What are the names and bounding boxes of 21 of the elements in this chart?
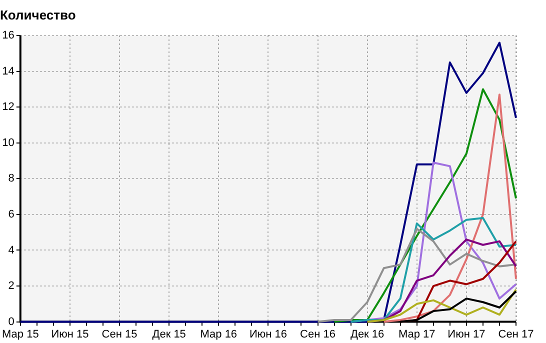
x-tick-label: Июн 15 [51, 328, 89, 340]
x-tick-label: Июн 16 [249, 328, 287, 340]
y-tick-label: 12 [2, 101, 14, 114]
x-tick-label: Мар 16 [200, 328, 238, 340]
x-tick-label: Мар 17 [398, 328, 436, 340]
x-tick-label: Дек 16 [350, 328, 384, 340]
y-tick-label: 2 [8, 280, 14, 292]
x-tick-label: Сен 16 [300, 328, 336, 340]
y-tick-label: 14 [2, 65, 14, 78]
x-tick-label: Июн 17 [448, 328, 486, 340]
x-tick-label: Сен 17 [498, 328, 534, 340]
y-axis-title: Количество [0, 7, 76, 22]
y-tick-label: 4 [8, 244, 14, 256]
x-tick-label: Дек 15 [152, 328, 186, 340]
y-tick-label: 8 [8, 172, 14, 185]
y-tick-label: 10 [2, 136, 14, 149]
x-tick-label: Мар 15 [2, 328, 39, 340]
y-tick-label: 6 [8, 208, 14, 221]
y-tick-label: 0 [8, 316, 14, 328]
x-tick-label: Сен 15 [102, 328, 138, 340]
y-tick-label: 16 [2, 30, 14, 42]
